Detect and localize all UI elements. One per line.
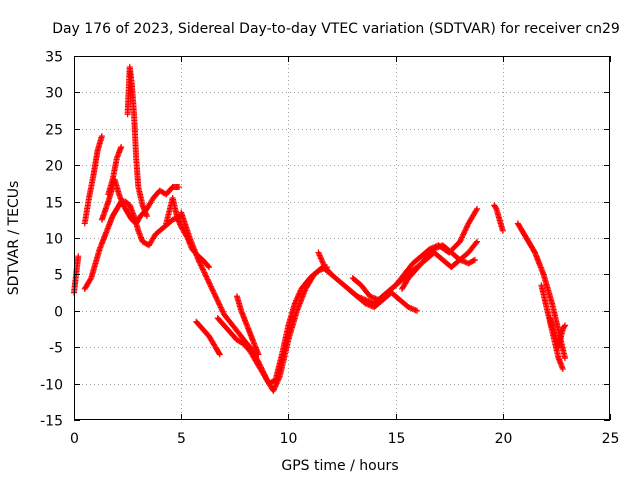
series-sat-K <box>233 293 262 358</box>
series-sat-P <box>491 202 506 234</box>
data-point-markers <box>349 205 481 303</box>
data-point-markers <box>399 242 478 292</box>
y-tick-label: 25 <box>45 123 63 139</box>
series-sat-F <box>124 63 150 220</box>
data-point-markers <box>105 144 125 198</box>
series-sat-O <box>399 242 478 292</box>
grid <box>74 56 610 420</box>
data-point-markers <box>546 315 568 351</box>
series-sat-S <box>546 315 568 351</box>
y-ticks: -15 -10 -5 0 5 10 15 20 25 30 35 <box>40 50 610 430</box>
y-tick-label: -5 <box>49 341 63 357</box>
y-tick-label: 5 <box>54 268 63 284</box>
y-tick-label: 20 <box>45 159 63 175</box>
data-point-markers <box>81 198 185 292</box>
data-point-markers <box>491 202 506 234</box>
y-tick-label: 30 <box>45 86 63 102</box>
data-point-markers <box>81 133 105 227</box>
x-axis-label: GPS time / hours <box>281 458 398 474</box>
x-tick-label: 0 <box>70 431 79 447</box>
x-tick-label: 5 <box>177 431 186 447</box>
plot-area <box>71 63 568 394</box>
y-tick-label: 35 <box>45 50 63 66</box>
series-sat-E <box>105 144 125 198</box>
y-tick-label: 0 <box>54 305 63 321</box>
x-tick-label: 10 <box>280 431 298 447</box>
series-sat-C <box>81 133 105 227</box>
series-sat-N <box>349 205 481 303</box>
y-tick-label: 10 <box>45 232 63 248</box>
data-point-markers <box>214 264 330 387</box>
x-tick-label: 20 <box>495 431 513 447</box>
data-point-markers <box>233 293 262 358</box>
data-point-markers <box>193 318 223 358</box>
x-ticks: 0 5 10 15 20 25 <box>70 56 619 447</box>
series-sat-M <box>345 285 421 314</box>
data-point-markers <box>345 285 421 314</box>
series-sat-I <box>193 318 223 358</box>
data-point-markers <box>124 63 150 220</box>
y-axis-label: SDTVAR / TECUs <box>6 181 22 296</box>
y-tick-label: -10 <box>40 378 63 394</box>
x-tick-label: 25 <box>602 431 620 447</box>
y-tick-label: 15 <box>45 196 63 212</box>
y-tick-label: -15 <box>40 414 63 430</box>
series-sat-B <box>81 198 185 292</box>
x-tick-label: 15 <box>388 431 406 447</box>
chart-title: Day 176 of 2023, Sidereal Day-to-day VTE… <box>52 21 620 37</box>
series-sat-J <box>214 264 330 387</box>
